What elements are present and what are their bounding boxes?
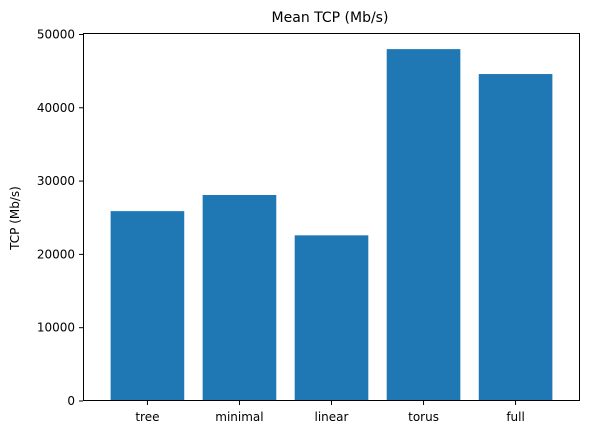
y-axis-label: TCP (Mb/s) [8, 186, 22, 251]
y-tick-label: 0 [67, 394, 75, 408]
plot-frame [83, 33, 580, 401]
y-tick-label: 50000 [37, 27, 75, 41]
x-tick-label-minimal: minimal [215, 410, 263, 424]
y-tick-label: 20000 [37, 247, 75, 261]
bar-torus [386, 49, 461, 401]
y-tick-label: 30000 [37, 174, 75, 188]
x-tick-label-full: full [506, 410, 525, 424]
bars-layer [110, 49, 553, 402]
bar-full [478, 74, 553, 402]
chart-title: Mean TCP (Mb/s) [272, 10, 389, 26]
y-axis: 0 10000 20000 30000 40000 50000 [37, 27, 83, 408]
bar-linear [294, 235, 369, 401]
bar-tree [110, 211, 185, 401]
x-tick-label-torus: torus [408, 410, 439, 424]
x-tick-label-tree: tree [135, 410, 159, 424]
x-axis: tree minimal linear torus full [135, 401, 525, 424]
y-tick-label: 40000 [37, 101, 75, 115]
x-tick-label-linear: linear [315, 410, 349, 424]
bar-minimal [202, 195, 277, 401]
y-tick-label: 10000 [37, 321, 75, 335]
